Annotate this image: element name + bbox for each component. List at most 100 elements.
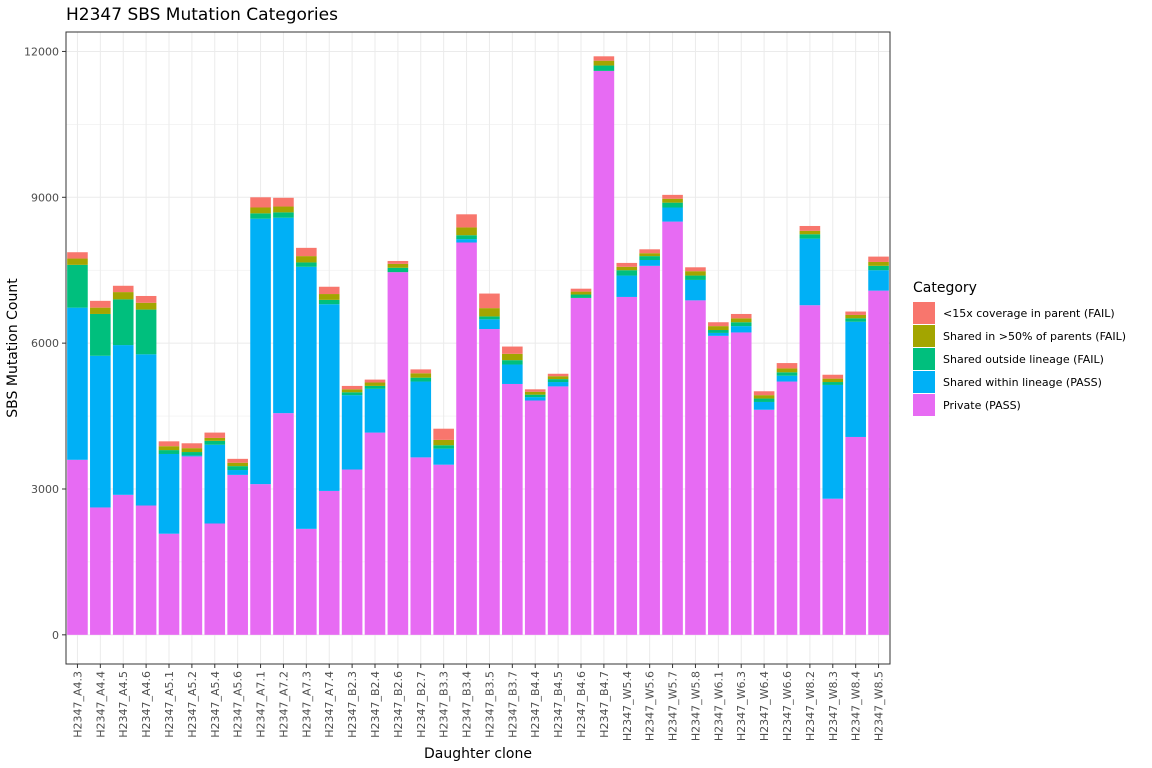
bar-segment	[318, 294, 340, 300]
bar-segment	[296, 247, 317, 257]
x-tick-label: H2347_B4.7	[598, 671, 611, 738]
bar-segment	[456, 214, 477, 228]
x-tick-label: H2347_B3.4	[461, 671, 474, 738]
bar-segment	[524, 391, 546, 395]
bar-segment	[158, 450, 180, 454]
bar-segment	[410, 457, 432, 635]
bar-segment	[479, 308, 500, 317]
bar-segment	[845, 311, 866, 315]
bar-segment	[685, 267, 706, 272]
bar-segment	[273, 197, 294, 207]
x-tick-label: H2347_W6.1	[712, 671, 725, 741]
x-tick-label: H2347_W8.4	[850, 671, 863, 741]
bar-segment	[570, 297, 592, 635]
bar-segment	[364, 432, 386, 635]
x-tick-label: H2347_W5.8	[689, 671, 702, 741]
x-tick-label: H2347_B4.4	[529, 671, 542, 738]
x-tick-label: H2347_B3.5	[483, 671, 496, 738]
bar-segment	[227, 458, 248, 463]
bar-segment	[341, 389, 363, 393]
bar-segment	[570, 294, 592, 298]
bar-segment	[296, 266, 317, 529]
bar-segment	[547, 379, 569, 383]
bar-segment	[364, 379, 386, 383]
bar-segment	[616, 296, 638, 635]
bar-segment	[181, 443, 203, 449]
bar-segment	[524, 394, 546, 398]
bar-segment	[593, 60, 615, 66]
bar-segment	[845, 318, 866, 322]
bar-segment	[181, 448, 203, 453]
bar-segment	[708, 322, 729, 327]
bar-segment	[776, 363, 798, 369]
bar-segment	[502, 360, 523, 365]
bar-segment	[433, 445, 454, 449]
bar-segment	[387, 260, 409, 264]
x-tick-label: H2347_B4.6	[575, 671, 588, 738]
bar-segment	[776, 375, 798, 382]
bar-segment	[547, 376, 569, 380]
y-tick-label: 0	[52, 629, 59, 642]
x-tick-label: H2347_B2.3	[346, 671, 359, 738]
chart-title: H2347 SBS Mutation Categories	[66, 5, 338, 25]
bar-segment	[662, 221, 683, 635]
legend-key	[913, 394, 935, 416]
bar-segment	[112, 285, 134, 293]
bar-segment	[181, 455, 203, 457]
bar-segment	[181, 456, 203, 635]
legend-label: Shared within lineage (PASS)	[943, 376, 1102, 389]
bar-segment	[364, 388, 386, 433]
bar-segment	[410, 373, 432, 378]
bar-segment	[502, 353, 523, 361]
x-tick-label: H2347_W5.7	[667, 671, 680, 741]
bar-segment	[730, 326, 752, 333]
bar-segment	[547, 386, 569, 635]
bar-segment	[90, 313, 111, 356]
bar-segment	[845, 436, 866, 635]
bar-segment	[547, 382, 569, 387]
bar-segment	[822, 378, 844, 383]
bar-segment	[662, 194, 683, 199]
bar-segment	[227, 466, 248, 471]
bar-segment	[502, 383, 523, 635]
bar-segment	[273, 217, 294, 414]
bar-segment	[708, 332, 729, 336]
bar-segment	[868, 265, 889, 271]
bar-segment	[250, 484, 271, 635]
legend-label: <15x coverage in parent (FAIL)	[943, 307, 1115, 320]
legend-label: Shared in >50% of parents (FAIL)	[943, 330, 1126, 343]
bar-segment	[90, 355, 111, 508]
bar-segment	[318, 490, 340, 635]
bar-segment	[593, 56, 615, 61]
bar-segment	[685, 300, 706, 635]
bar-segment	[410, 381, 432, 458]
bar-segment	[662, 198, 683, 203]
bar-segment	[639, 249, 660, 254]
bar-segment	[776, 368, 798, 373]
bar-segment	[112, 299, 134, 346]
bars	[67, 56, 889, 635]
x-tick-label: H2347_W6.3	[735, 671, 748, 741]
bar-segment	[67, 307, 88, 460]
bar-segment	[708, 330, 729, 333]
bar-segment	[135, 295, 157, 303]
bar-segment	[502, 364, 523, 384]
bar-segment	[181, 452, 203, 456]
bar-segment	[524, 397, 546, 401]
bar-segment	[616, 270, 638, 276]
bar-segment	[708, 326, 729, 331]
x-tick-label: H2347_A5.2	[186, 671, 199, 738]
bar-segment	[112, 292, 134, 300]
bar-segment	[410, 377, 432, 382]
legend-key	[913, 302, 935, 324]
legend-key	[913, 325, 935, 347]
x-tick-label: H2347_W6.4	[758, 671, 771, 741]
bar-segment	[456, 227, 477, 236]
bar-segment	[776, 381, 798, 635]
bar-segment	[67, 264, 88, 308]
bar-segment	[135, 302, 157, 310]
y-tick-label: 12000	[24, 45, 59, 58]
y-tick-label: 6000	[31, 337, 59, 350]
bar-segment	[685, 271, 706, 276]
bar-segment	[410, 369, 432, 374]
